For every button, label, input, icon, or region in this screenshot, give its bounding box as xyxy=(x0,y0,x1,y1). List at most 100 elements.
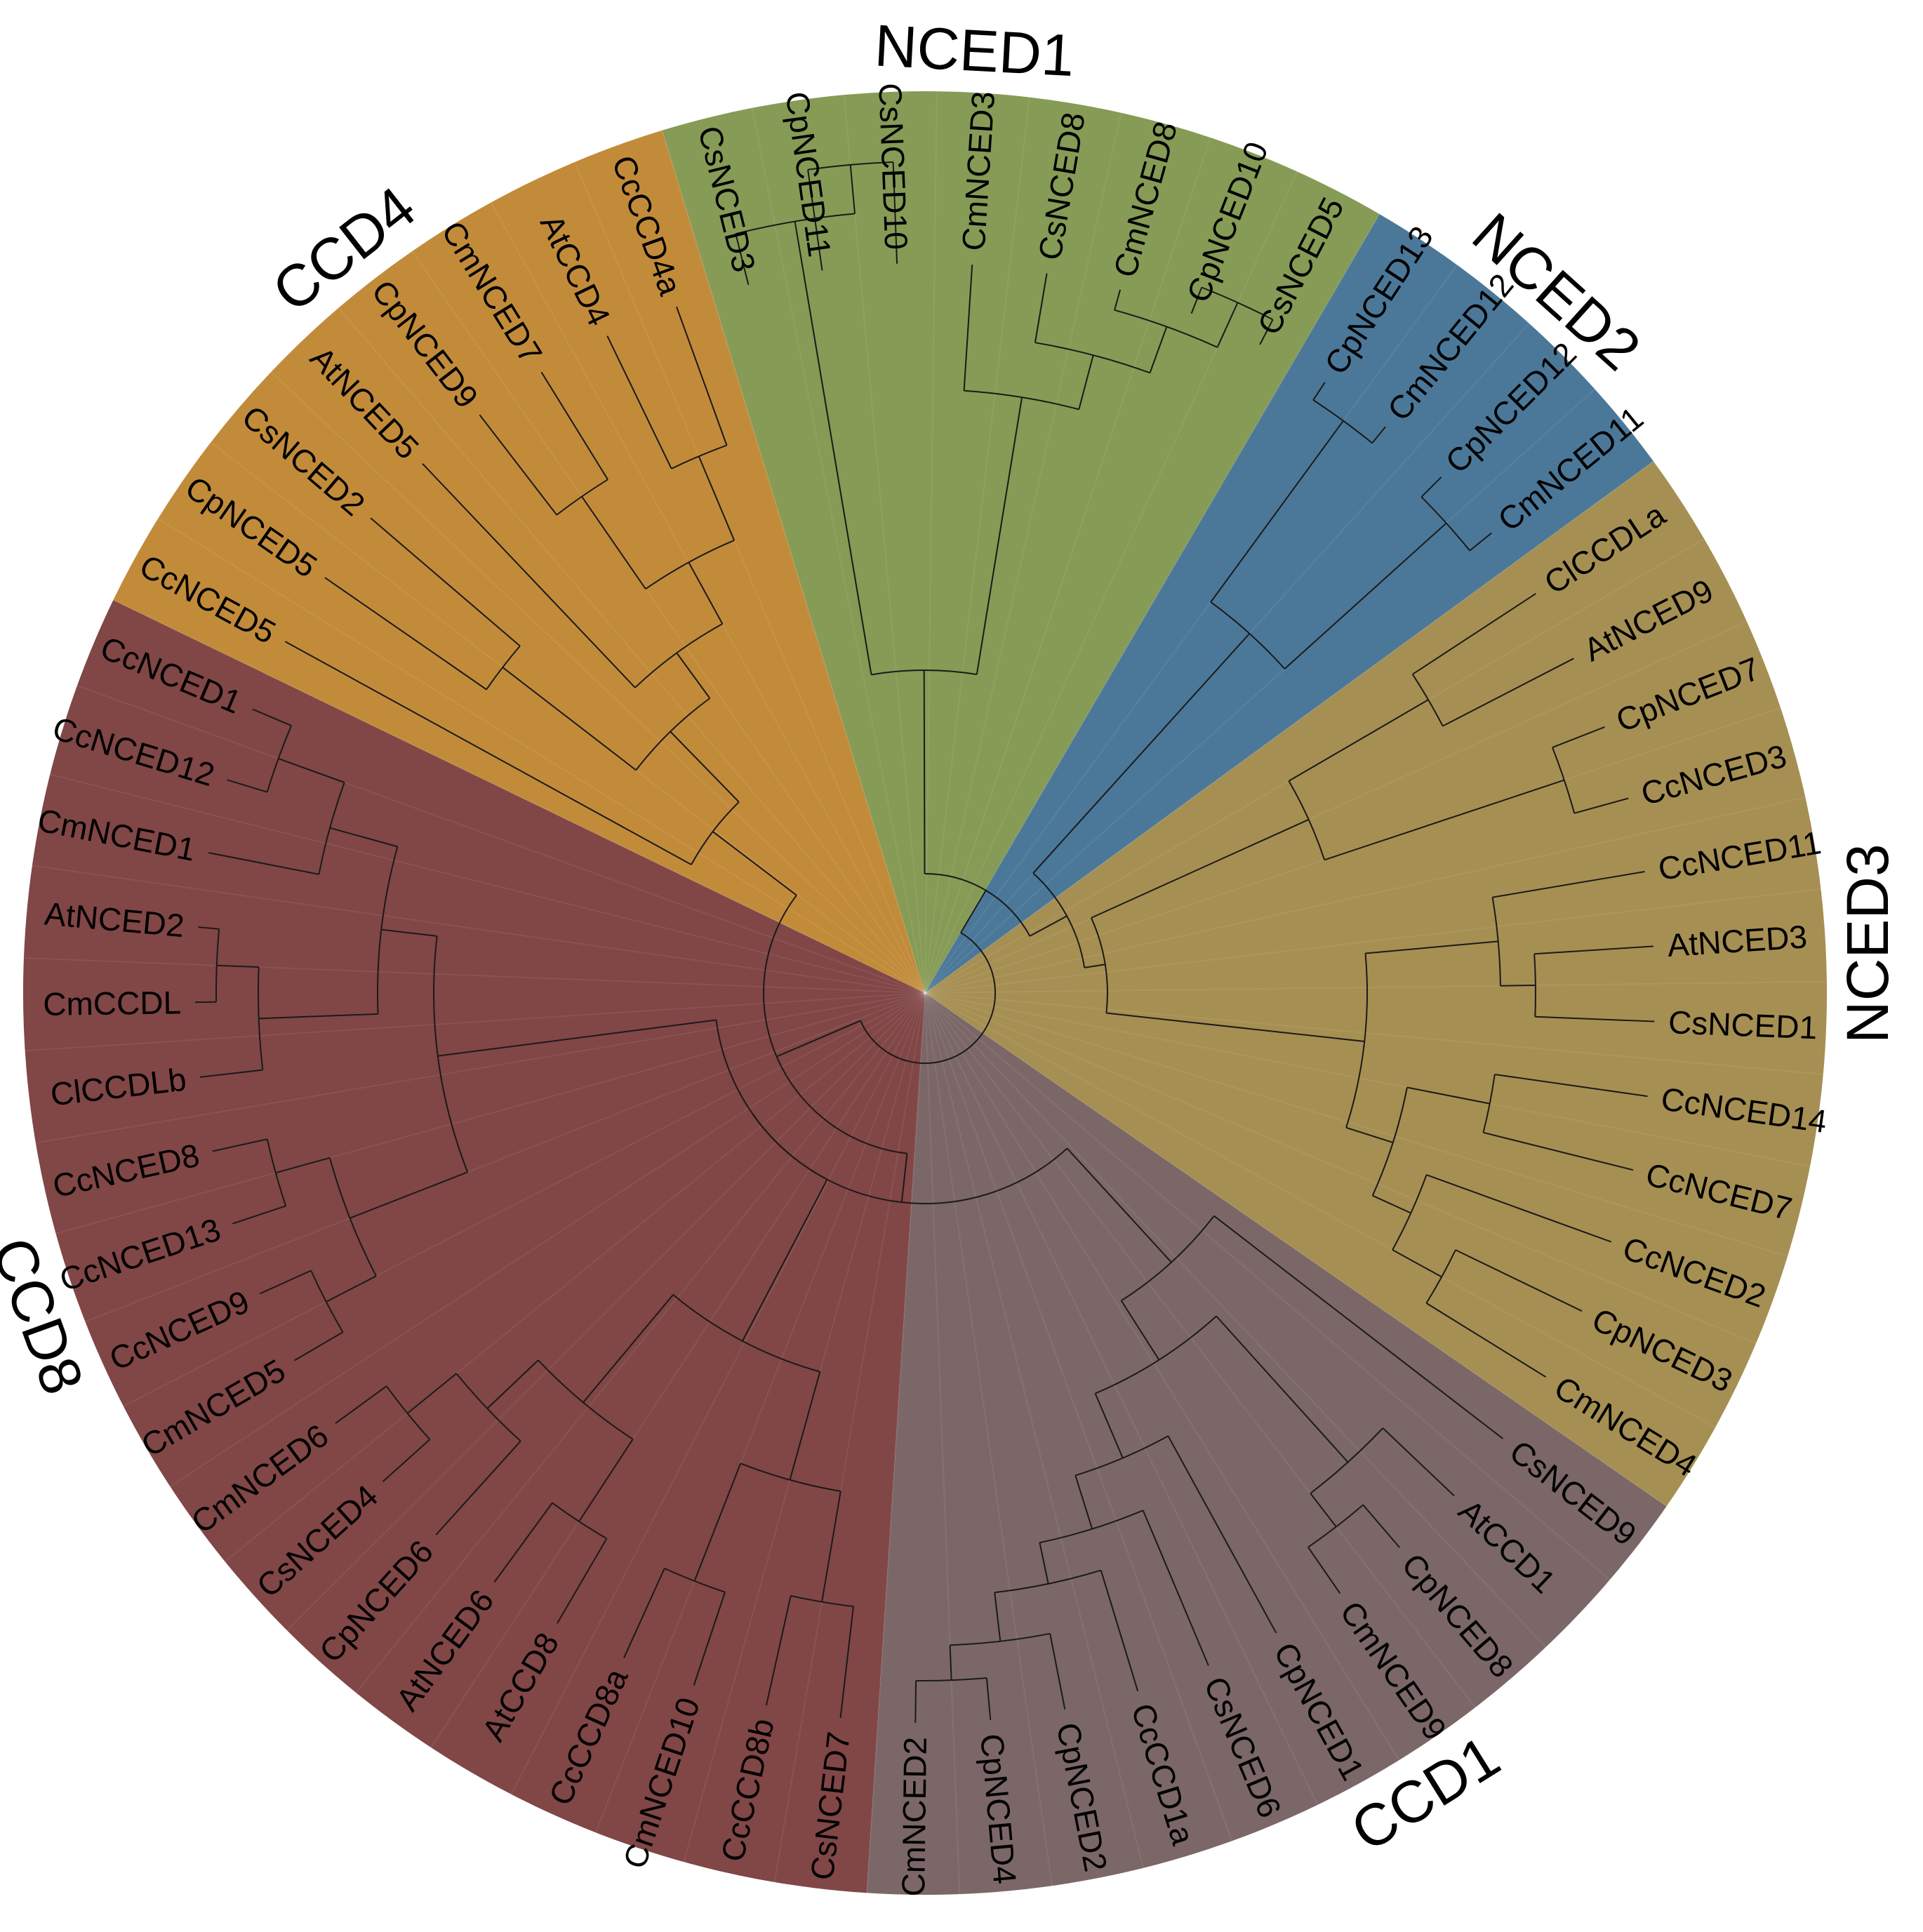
internal-arc xyxy=(433,935,469,1173)
leaf-branch xyxy=(1312,382,1326,401)
leaf-branch xyxy=(540,371,608,480)
leaf-branch xyxy=(199,1069,263,1078)
internal-arc xyxy=(1121,1215,1215,1302)
internal-branch xyxy=(1345,1126,1394,1144)
internal-branch xyxy=(326,1275,377,1303)
leaf-branch xyxy=(293,1331,344,1361)
internal-branch xyxy=(1216,302,1239,348)
leaf-branch xyxy=(1494,1074,1648,1098)
internal-arc xyxy=(1411,674,1444,727)
leaf-branch xyxy=(1534,945,1653,955)
internal-branch xyxy=(742,1179,828,1342)
leaf-branch xyxy=(735,233,750,286)
leaf-branch xyxy=(382,1439,431,1483)
leaf-separator xyxy=(270,371,926,994)
leaf-branch xyxy=(1362,1504,1400,1548)
internal-branch xyxy=(833,453,872,675)
internal-branch xyxy=(1078,354,1094,410)
internal-arc xyxy=(552,1502,607,1540)
clade-sector-nced2 xyxy=(925,214,1653,994)
leaf-branch xyxy=(208,852,319,875)
leaf-branch xyxy=(232,1205,286,1225)
leaf-branch xyxy=(1552,726,1605,749)
internal-branch xyxy=(583,1294,674,1404)
leaf-branch xyxy=(1492,871,1645,898)
leaf-separator xyxy=(924,992,1757,1345)
internal-arc xyxy=(486,645,521,691)
leaf-separator xyxy=(924,888,1821,994)
leaf-branch xyxy=(1469,532,1492,552)
internal-branch xyxy=(960,890,987,933)
leaf-separator xyxy=(924,992,1144,1869)
leaf-separator xyxy=(510,992,926,1795)
leaf-separator xyxy=(355,992,926,1693)
leaf-separator xyxy=(924,797,1806,994)
internal-branch xyxy=(350,1171,468,1219)
leaf-separator xyxy=(157,518,926,994)
leaf-branch xyxy=(1382,1427,1455,1497)
leaf-separator xyxy=(924,992,1400,1761)
leaf-branch xyxy=(212,1138,268,1152)
leaf-separator xyxy=(773,992,926,1883)
leaf-separator xyxy=(924,992,1668,1507)
internal-arc xyxy=(266,725,293,792)
leaf-label: AtNCED3 xyxy=(1666,918,1808,964)
leaf-label: CmNCED2 xyxy=(895,1737,933,1897)
internal-arc xyxy=(860,932,996,1065)
tree-branches xyxy=(195,161,1655,1723)
internal-arc xyxy=(1307,1504,1364,1548)
leaf-separator xyxy=(112,599,926,994)
internal-branch xyxy=(437,1019,717,1057)
leaf-branch xyxy=(1259,319,1274,345)
clade-sector-ccd1 xyxy=(867,993,1667,1895)
leaf-branch xyxy=(324,577,487,691)
leaf-branch xyxy=(1049,1633,1066,1710)
leaf-separator xyxy=(924,992,961,1895)
leaf-branch xyxy=(1420,477,1442,498)
internal-branch xyxy=(1216,1315,1349,1463)
leaf-separator xyxy=(924,112,1122,994)
leaf-separator xyxy=(661,130,926,994)
leaf-separator xyxy=(286,992,926,1632)
internal-branch xyxy=(698,455,736,541)
internal-branch xyxy=(849,164,856,214)
leaf-separator xyxy=(924,992,1233,1841)
internal-arc xyxy=(1533,954,1536,1017)
internal-branch xyxy=(381,928,437,937)
leaf-separator xyxy=(25,992,926,1052)
internal-branch xyxy=(994,1592,1002,1641)
internal-branch xyxy=(278,757,345,783)
leaf-separator xyxy=(924,992,1823,1075)
internal-arc xyxy=(1392,1174,1428,1251)
internal-arc xyxy=(215,928,220,1002)
internal-branch xyxy=(1372,1194,1411,1214)
internal-branch xyxy=(1120,1300,1160,1361)
internal-branch xyxy=(1284,522,1447,669)
internal-branch xyxy=(688,561,724,625)
leaf-branch xyxy=(1190,287,1203,314)
internal-branch xyxy=(1500,985,1536,987)
leaf-separator xyxy=(123,992,926,1407)
leaf-separator xyxy=(924,213,1380,994)
leaf-separator xyxy=(76,684,926,994)
internal-branch xyxy=(676,652,711,699)
internal-arc xyxy=(556,479,608,516)
internal-branch xyxy=(789,1371,821,1481)
leaf-separator xyxy=(85,992,926,1323)
internal-branch xyxy=(1029,915,1067,937)
leaf-separator xyxy=(924,620,1748,994)
leaf-label: CsNCED10 xyxy=(872,82,914,251)
leaf-separator xyxy=(35,992,926,1144)
internal-arc xyxy=(538,1359,634,1440)
leaf-branch xyxy=(914,1680,917,1723)
leaf-separator xyxy=(924,992,1319,1806)
leaf-separator xyxy=(224,992,926,1562)
internal-branch xyxy=(1066,1147,1172,1263)
internal-branch xyxy=(976,397,1023,675)
leaf-separator xyxy=(23,957,926,994)
leaf-separator xyxy=(55,992,926,1234)
leaf-branch xyxy=(693,1592,726,1686)
internal-branch xyxy=(258,1013,378,1020)
internal-branch xyxy=(275,1157,331,1174)
